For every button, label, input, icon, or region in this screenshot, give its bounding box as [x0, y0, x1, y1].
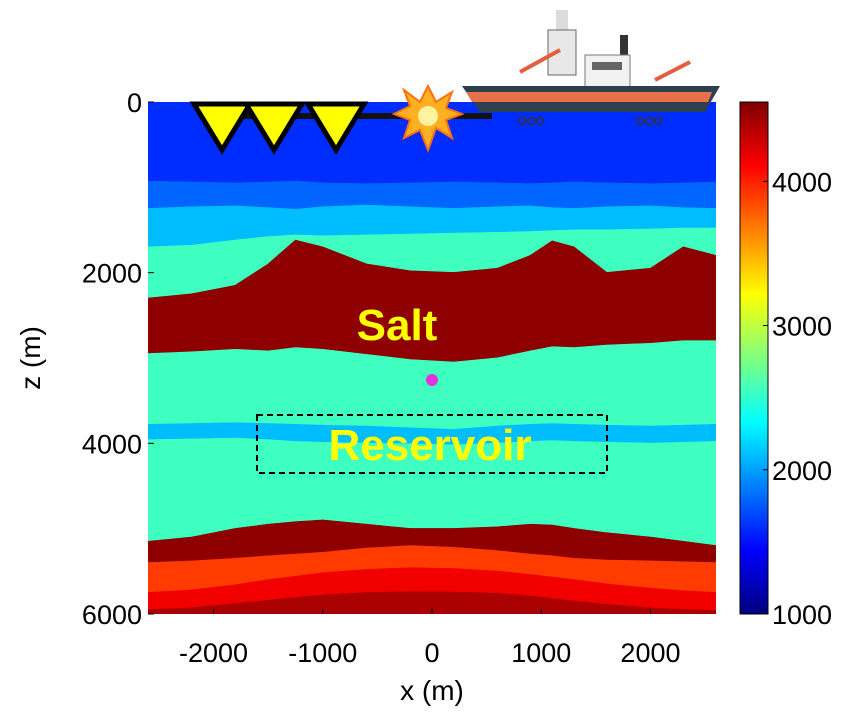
layer-top-boundary — [148, 545, 716, 564]
y-axis-label: z (m) — [15, 326, 46, 390]
source-point — [426, 374, 438, 386]
colorbar-tick-label: 1000 — [772, 600, 832, 630]
layer-top-boundary — [148, 227, 716, 248]
layer-top-boundary — [148, 204, 716, 211]
layer-top-boundary — [148, 239, 716, 299]
colorbar-tick-label: 4000 — [772, 167, 832, 197]
x-axis-label: x (m) — [400, 675, 464, 706]
reservoir-box — [256, 414, 608, 474]
y-tick-label: 2000 — [82, 259, 142, 289]
ship-icon — [462, 10, 720, 126]
colorbar-tick-label: 3000 — [772, 312, 832, 342]
y-tick-label: 4000 — [82, 429, 142, 459]
layer-top-boundary — [148, 422, 716, 431]
layer-top-boundary — [148, 591, 716, 612]
colorbar-tick-label: 2000 — [772, 456, 832, 486]
x-tick-label: 1000 — [511, 638, 571, 668]
colorbar — [739, 101, 769, 615]
reservoir-label: Reservoir — [328, 421, 531, 470]
receiver-icon — [303, 101, 369, 155]
model-layers — [148, 102, 716, 614]
layer-top-boundary — [148, 340, 716, 363]
x-tick-label: 0 — [424, 638, 439, 668]
x-tick-label: 2000 — [620, 638, 680, 668]
layer-top-boundary — [148, 567, 716, 594]
receiver-icon — [189, 101, 255, 155]
y-tick-label: 6000 — [82, 600, 142, 630]
layer-top-boundary — [148, 180, 716, 185]
explosion-core — [418, 106, 438, 126]
y-tick-label: 0 — [127, 88, 142, 118]
layer-top-boundary — [148, 519, 716, 547]
salt-label: Salt — [357, 301, 438, 350]
x-tick-label: -1000 — [288, 638, 357, 668]
x-tick-label: -2000 — [179, 638, 248, 668]
receiver-icon — [241, 101, 307, 155]
